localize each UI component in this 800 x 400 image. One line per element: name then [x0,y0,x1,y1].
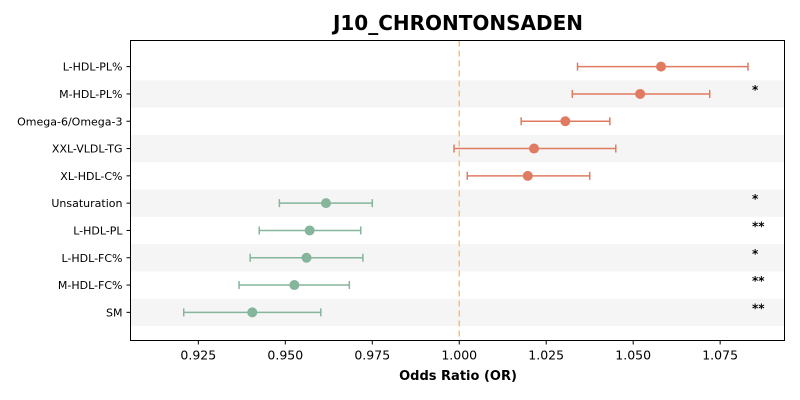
or-point [635,88,646,99]
x-tick-label: 1.025 [528,348,564,363]
data-row-2 [520,116,611,127]
x-tick-label: 0.925 [180,348,216,363]
y-label: M-HDL-PL% [59,88,122,101]
significance-label: * [752,247,759,261]
x-axis-label: Odds Ratio (OR) [399,369,517,384]
x-tick-label: 0.975 [354,348,390,363]
y-axis-labels: L-HDL-PL% M-HDL-PL% Omega-6/Omega-3 XXL-VLD… [17,61,131,319]
data-row-8 [238,280,351,291]
x-axis: 0.925 0.950 0.975 1.000 1.025 1.050 1.075 [180,340,738,363]
data-row-6 [258,225,362,236]
x-tick-label: 1.000 [441,348,477,363]
or-point [321,198,332,209]
data-row-1 [571,88,711,99]
row-bands [130,80,785,326]
data-row-0 [576,61,749,72]
row-band [130,189,785,217]
or-point [529,143,540,154]
or-point [247,307,258,318]
significance-label: ** [752,219,765,233]
or-point [289,280,300,291]
significance-label: * [752,83,759,97]
x-tick-label: 0.950 [267,348,303,363]
data-row-3 [453,143,617,154]
or-point [656,61,667,72]
y-label: SM [106,306,122,319]
significance-label: ** [752,301,765,315]
y-label: Omega-6/Omega-3 [17,115,122,128]
y-label: L-HDL-PL [73,224,123,237]
or-point [522,170,533,181]
y-label: Unsaturation [51,197,122,210]
significance-label: ** [752,274,765,288]
y-label: L-HDL-FC% [61,252,122,265]
data-row-9 [182,307,322,318]
data-row-5 [278,198,374,209]
chart-title: J10_CHRONTONSADEN [331,11,583,35]
row-band [130,244,785,272]
or-point [301,252,312,263]
y-label: XXL-VLDL-TG [52,143,123,156]
y-label: XL-HDL-C% [60,170,122,183]
significance-labels: ********* [752,83,765,315]
y-label: L-HDL-PL% [63,61,123,74]
y-label: M-HDL-FC% [58,279,123,292]
or-point [304,225,315,236]
or-point [560,116,571,127]
plot-frame [130,40,785,341]
data-row-7 [249,252,364,263]
data-row-4 [466,170,591,181]
x-tick-label: 1.050 [615,348,651,363]
significance-label: * [752,192,759,206]
data-marks [182,61,749,318]
x-tick-label: 1.075 [702,348,738,363]
